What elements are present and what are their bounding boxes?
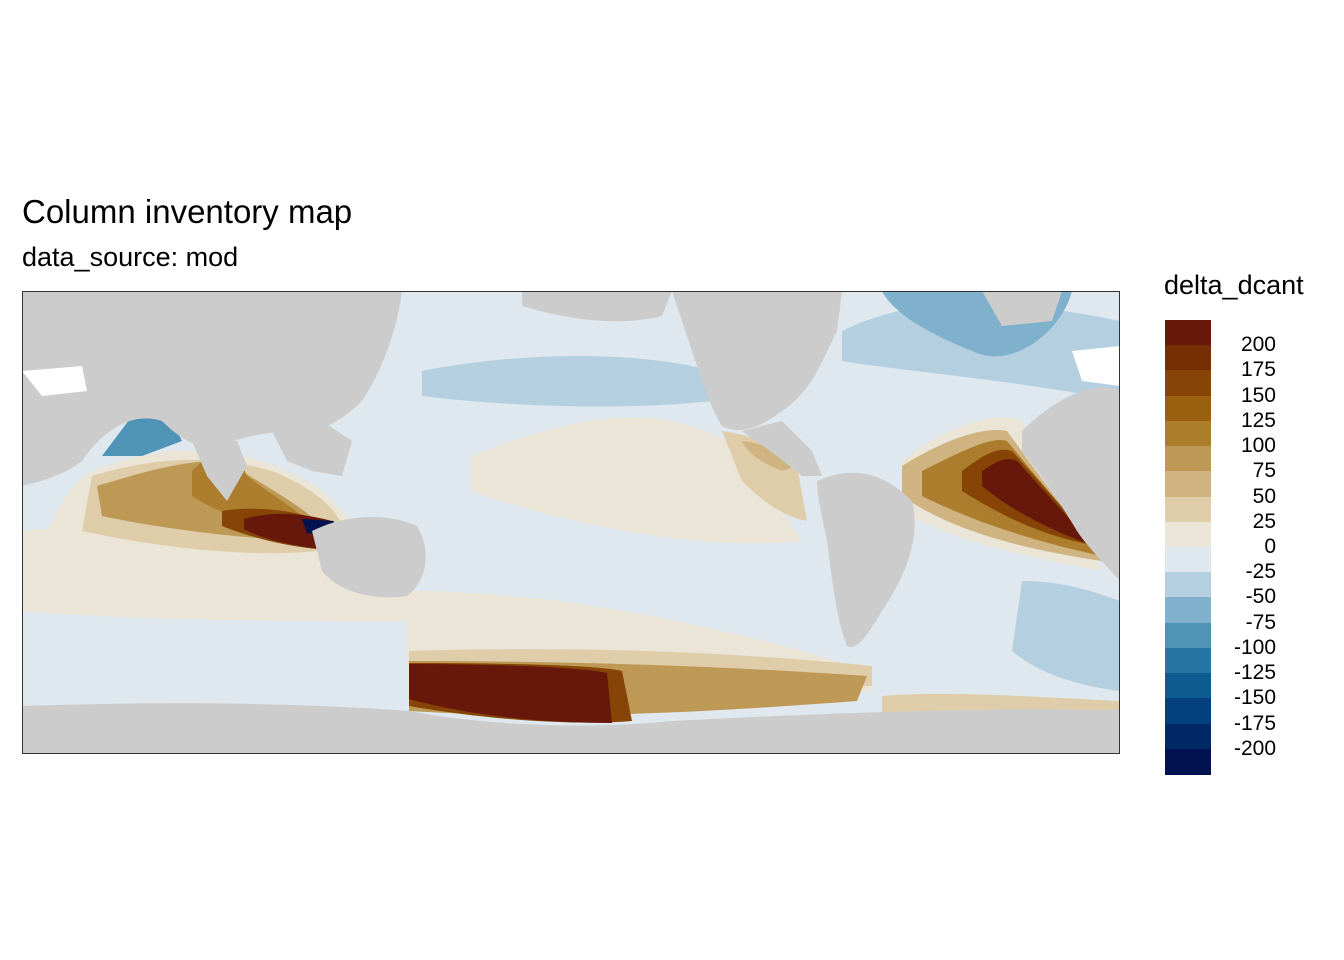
land-indian-subcontinent: [192, 441, 247, 501]
legend-swatch: [1165, 597, 1211, 624]
legend-tick-label: 75: [1252, 459, 1276, 483]
plot-title: Column inventory map: [22, 193, 353, 230]
legend-colorbar: [1165, 320, 1211, 775]
legend-swatch: [1165, 320, 1211, 346]
legend-tick-label: -125: [1233, 661, 1276, 685]
land-australia: [312, 516, 426, 598]
legend-tick-label: 200: [1240, 333, 1276, 357]
legend-tick-label: 125: [1240, 408, 1276, 432]
arabian-sea-negative: [102, 416, 182, 456]
land-south-america: [817, 472, 915, 647]
east-pacific-25to50: [722, 431, 807, 521]
legend-swatch: [1165, 496, 1211, 523]
legend-swatch: [1165, 622, 1211, 649]
land-se-asia: [272, 421, 352, 476]
legend-title: delta_dcant: [1164, 270, 1304, 300]
legend-tick-label: -175: [1233, 711, 1276, 735]
legend-swatch: [1165, 723, 1211, 750]
legend-tick-label: -100: [1233, 635, 1276, 659]
legend-tick-label: -150: [1233, 686, 1276, 710]
column-inventory-map[interactable]: [22, 291, 1120, 754]
land-antarctica: [22, 703, 1120, 754]
legend-tick-label: 100: [1240, 434, 1276, 458]
legend-tick-label: 0: [1264, 535, 1276, 558]
legend-swatch: [1165, 698, 1211, 725]
legend-tick-label: 25: [1252, 509, 1276, 533]
legend-swatch: [1165, 370, 1211, 397]
legend-tick-label: 50: [1252, 484, 1276, 508]
plot-subtitle: data_source: mod: [22, 242, 239, 272]
legend-tick-label: -75: [1245, 610, 1276, 634]
legend-swatch: [1165, 521, 1211, 548]
east-pacific-0to25: [472, 417, 802, 544]
legend-swatch: [1165, 647, 1211, 674]
missing-data-caspian: [22, 366, 87, 396]
east-pacific-50to75: [742, 441, 797, 471]
north-pacific-negative: [422, 356, 712, 407]
land-arctic-islands: [522, 291, 672, 322]
south-pacific-200: [409, 664, 612, 723]
legend-swatch: [1165, 395, 1211, 422]
land-africa: [1022, 387, 1120, 581]
missing-data-north: [1072, 346, 1120, 386]
legend-tick-label: -50: [1245, 585, 1276, 609]
legend-swatch: [1165, 446, 1211, 472]
legend-tick-label: -25: [1245, 560, 1276, 584]
legend-tick-label: 175: [1240, 358, 1276, 382]
map-panel[interactable]: [22, 291, 1120, 754]
atlantic-200: [982, 459, 1094, 546]
land-central-america: [742, 421, 822, 476]
legend-swatch: [1165, 748, 1211, 775]
land-greenland: [982, 291, 1062, 326]
south-atlantic-negative: [1012, 581, 1120, 691]
legend-swatch: [1165, 572, 1211, 599]
legend-swatch: [1165, 420, 1211, 447]
legend-swatch: [1165, 345, 1211, 372]
legend-swatch: [1165, 471, 1211, 498]
land-asia-europe: [22, 291, 402, 486]
legend-swatch: [1165, 673, 1211, 699]
legend-tick-label: 150: [1240, 383, 1276, 407]
land-north-america: [672, 291, 842, 431]
legend-tick-label: -200: [1233, 736, 1276, 760]
legend-swatch: [1165, 547, 1211, 573]
